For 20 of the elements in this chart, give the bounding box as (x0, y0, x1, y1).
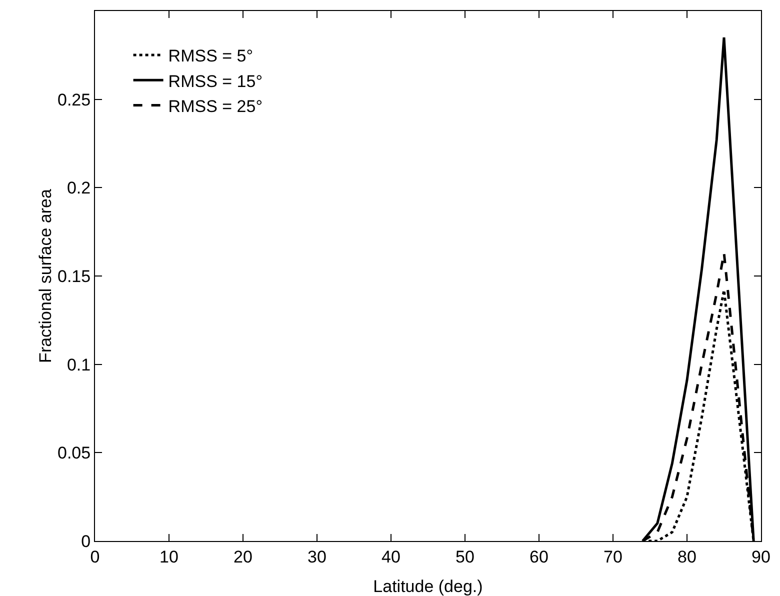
y-tick-label: 0.05 (58, 444, 91, 463)
y-tick-label: 0.25 (58, 90, 91, 110)
x-tick-label: 90 (752, 547, 770, 566)
x-axis-title: Latitude (deg.) (373, 577, 483, 596)
legend-label: RMSS = 5° (168, 46, 254, 66)
y-tick-label: 0.1 (66, 355, 91, 374)
y-axis-title: Fractional surface area (36, 188, 55, 363)
x-tick-label: 80 (678, 547, 696, 566)
x-tick-label: 60 (530, 547, 548, 566)
x-tick-label: 30 (308, 547, 326, 566)
x-tick-label: 40 (382, 547, 400, 566)
x-tick-label: 20 (234, 547, 252, 566)
x-tick-label: 50 (456, 547, 474, 566)
x-tick-label: 10 (160, 547, 178, 566)
legend-label: RMSS = 15° (168, 72, 263, 91)
legend-label: RMSS = 25° (168, 96, 263, 116)
y-tick-label: 0.2 (66, 178, 91, 198)
y-tick-label: 0.15 (58, 266, 91, 286)
x-tick-label: 70 (604, 547, 622, 566)
y-tick-label: 0 (81, 532, 91, 551)
